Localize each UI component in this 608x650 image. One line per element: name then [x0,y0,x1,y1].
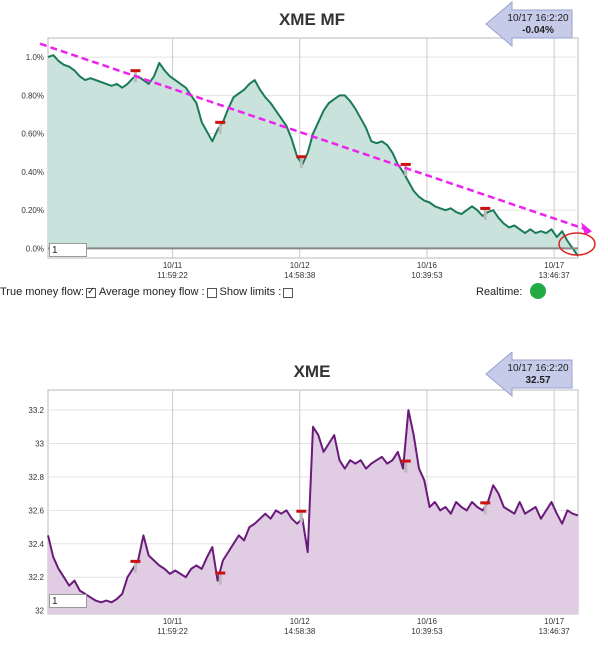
px-x-tick-time: 14:58:38 [284,627,316,636]
money-flow-chart: 1.0% 0.80% 0.60% 0.40% 0.20% 0.0% 10/1111:59:2… [21,0,596,280]
px-event-marker [480,501,491,515]
px-event-marker-pin [133,562,137,573]
mf-y-tick-label: 0.0% [26,244,44,253]
px-event-marker-flag [400,459,411,463]
px-series-area [48,410,578,614]
mf-chart-title: XME MF [279,10,345,29]
px-event-marker [400,459,411,473]
mf-x-tick-date: 10/17 [544,261,565,270]
mf-event-marker-pin [218,123,222,134]
px-y-tick-label: 33.2 [28,406,44,415]
px-y-tick-label: 32.4 [28,540,44,549]
mf-x-tick-time: 13:46:37 [539,271,571,280]
mf-event-marker-pin [483,209,487,220]
mf-trend-arrowhead-icon [581,222,592,236]
mf-highlight-circle [558,232,596,256]
mf-event-marker [480,206,491,220]
mf-event-marker [400,162,411,176]
mf-callout-timestamp: 10/17 16:2:20 [507,13,569,24]
mf-event-marker-flag [480,206,491,210]
px-y-tick-label: 33 [35,439,44,448]
mf-y-tick-label: 1.0% [26,53,44,62]
px-x-tick-date: 10/17 [544,617,565,626]
px-x-tick-date: 10/16 [417,617,438,626]
mf-x-tick-date: 10/11 [163,261,183,270]
px-event-marker-flag [480,501,491,505]
px-event-marker-flag [215,571,226,575]
px-x-tick-time: 11:59:22 [157,627,188,636]
mf-series-area [48,55,578,257]
px-callout-timestamp: 10/17 16:2:20 [507,363,569,374]
px-event-marker-pin [404,462,408,473]
px-event-marker-pin [218,574,222,585]
mf-event-marker [215,120,226,134]
px-event-marker-pin [483,504,487,515]
px-x-tick-date: 10/11 [163,617,183,626]
px-x-tick-date: 10/12 [290,617,311,626]
show-limits-label: Show limits : [219,286,282,298]
px-x-tick-time: 10:39:53 [411,627,443,636]
px-y-tick-label: 32.2 [28,573,44,582]
mf-x-tick-date: 10/12 [290,261,311,270]
chart-controls: True money flow: Average money flow : Sh… [0,286,296,298]
px-callout-value: 32.57 [525,375,550,386]
mf-event-marker-flag [130,69,141,73]
px-event-marker-flag [296,509,307,513]
average-money-flow-checkbox[interactable] [206,288,217,298]
mf-event-marker-flag [296,155,307,159]
px-chart-title: XME [294,362,331,381]
px-event-marker [130,559,141,573]
mf-y-tick-label: 0.60% [21,130,44,139]
px-value-callout-arrow-icon [485,352,573,398]
mf-y-tick-label: 0.40% [21,168,44,177]
px-y-tick-label: 32 [35,607,44,616]
px-event-marker [215,571,226,585]
mf-event-marker-pin [404,165,408,176]
mf-event-marker-flag [215,120,226,124]
average-money-flow-label: Average money flow : [98,286,205,298]
realtime-label: Realtime: [476,286,523,298]
px-y-tick-label: 32.8 [28,473,44,482]
mf-x-tick-time: 10:39:53 [411,271,443,280]
px-event-marker-pin [299,512,303,523]
mf-callout-value: -0.04% [522,25,554,36]
mf-y-tick-label: 0.80% [21,91,44,100]
true-money-flow-label: True money flow: [0,286,84,298]
px-x-tick-time: 13:46:37 [539,627,571,636]
px-event-marker-flag [130,559,141,563]
mf-trend-line [39,42,587,231]
px-event-marker [296,509,307,523]
mf-event-marker [296,155,307,169]
mf-y-tick-label: 0.20% [21,206,44,215]
mf-event-marker-pin [299,158,303,169]
realtime-indicator-icon[interactable] [530,283,546,299]
mf-period-input[interactable]: 1 [49,243,87,257]
mf-x-tick-date: 10/16 [417,261,438,270]
mf-x-tick-time: 11:59:22 [157,271,188,280]
true-money-flow-checkbox[interactable] [85,286,96,298]
price-period-input[interactable]: 1 [49,594,87,608]
mf-event-marker-flag [400,162,411,166]
mf-value-callout-arrow-icon [485,0,573,48]
show-limits-checkbox[interactable] [283,288,294,298]
px-y-tick-label: 32.6 [28,506,44,515]
mf-x-tick-time: 14:58:38 [284,271,316,280]
